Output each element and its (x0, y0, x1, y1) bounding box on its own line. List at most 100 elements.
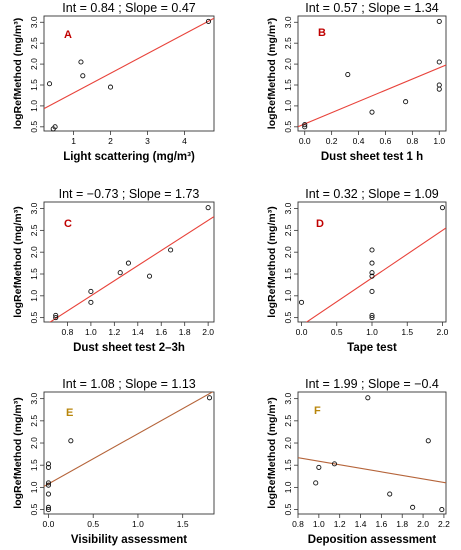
data-point (369, 288, 375, 295)
y-tick-label: 3.0 (283, 16, 293, 28)
plot-frame (43, 201, 215, 323)
data-point (78, 59, 84, 65)
data-point (436, 82, 442, 88)
y-tick-label: 3.0 (29, 392, 39, 404)
y-tick-label: 0.5 (29, 121, 39, 133)
data-point (45, 461, 52, 467)
data-point (53, 315, 59, 321)
x-tick-label: 1.5 (177, 519, 189, 529)
y-tick-label: 3.0 (29, 202, 39, 214)
panel-title: Int = 0.84 ; Slope = 0.47 (62, 1, 195, 15)
x-tick-label: 1.2 (334, 519, 346, 529)
data-point (345, 71, 351, 78)
x-tick-label: 1.0 (132, 519, 144, 529)
x-axis-label: Light scattering (mg/m³) (63, 151, 195, 163)
y-tick-label: 1.5 (29, 459, 39, 471)
data-point (168, 247, 174, 253)
panel-title: Int = 0.32 ; Slope = 1.09 (305, 187, 438, 201)
data-point (369, 312, 375, 319)
x-tick-label: 0.6 (380, 136, 392, 146)
data-point (439, 205, 446, 211)
panel-letter-label: E (66, 407, 73, 419)
plot-frame (297, 391, 447, 515)
y-tick-label: 2.0 (283, 246, 293, 258)
data-point (80, 73, 86, 79)
x-axis-label: Dust sheet test 1 h (321, 151, 423, 163)
y-tick-label: 1.5 (29, 79, 39, 91)
y-tick-label: 0.5 (29, 503, 39, 515)
x-tick-label: 1.4 (132, 327, 144, 337)
panel-c: Int = −0.73 ; Slope = 1.73 0.8 1.0 1.2 1.4 1.… (12, 187, 215, 354)
panel-title: Int = 0.57 ; Slope = 1.34 (305, 1, 438, 15)
x-tick-label: 4 (182, 136, 187, 146)
y-tick-label: 0.5 (283, 311, 293, 323)
data-point (302, 122, 308, 128)
data-point (387, 491, 393, 497)
data-point (313, 480, 319, 486)
panel-a: Int = 0.84 ; Slope = 0.47 1 2 3 4 0.5 1.0 1.5 2.… (12, 1, 215, 163)
y-tick-label: 2.0 (283, 58, 293, 70)
data-point (436, 18, 442, 24)
data-point (45, 504, 52, 510)
panel-b: Int = 0.57 ; Slope = 1.34 0.0 0.2 0.4 0.6 0.8… (266, 1, 447, 163)
y-tick-label: 1.0 (29, 290, 39, 302)
data-point (436, 86, 442, 92)
x-axis-label: Visibility assessment (71, 534, 187, 546)
data-point (302, 124, 308, 130)
panel-letter-label: B (318, 27, 326, 39)
data-point (369, 270, 375, 276)
data-point (410, 504, 416, 510)
y-tick-label: 2.5 (29, 224, 39, 236)
x-tick-label: 0.0 (43, 519, 55, 529)
y-tick-label: 1.5 (283, 79, 293, 91)
y-tick-label: 3.0 (283, 392, 293, 404)
plot-frame (297, 15, 447, 132)
plot-frame (43, 391, 215, 515)
y-tick-label: 2.0 (29, 58, 39, 70)
data-point (369, 247, 375, 253)
data-point (436, 59, 442, 65)
data-point (205, 18, 212, 24)
data-point (53, 312, 59, 319)
data-point (369, 260, 375, 266)
y-tick-label: 2.5 (283, 37, 293, 49)
x-tick-label: 0.2 (326, 136, 338, 146)
x-tick-label: 1.8 (179, 327, 191, 337)
regression-line (44, 392, 214, 487)
data-point (46, 81, 53, 87)
regression-line (298, 457, 446, 484)
y-axis-label: logRefMethod (mg/m³) (12, 206, 24, 317)
panel-letter-label: F (314, 405, 321, 417)
x-axis-label: Deposition assessment (308, 534, 437, 546)
x-tick-label: 0.8 (406, 136, 418, 146)
data-point (88, 288, 94, 295)
x-tick-label: 1.4 (355, 519, 367, 529)
y-axis-label: logRefMethod (mg/m³) (266, 206, 278, 317)
data-point (125, 260, 131, 266)
y-tick-label: 2.5 (283, 224, 293, 236)
x-tick-label: 2.0 (417, 519, 429, 529)
y-tick-label: 0.5 (29, 311, 39, 323)
x-tick-label: 2.2 (438, 519, 450, 529)
x-axis-label: Dust sheet test 2–3h (73, 342, 185, 354)
x-tick-label: 1 (71, 136, 76, 146)
x-tick-label: 0.8 (292, 519, 304, 529)
data-point (439, 507, 445, 513)
data-point (369, 109, 375, 115)
x-tick-label: 1.6 (155, 327, 167, 337)
y-axis-label: logRefMethod (mg/m³) (266, 397, 278, 508)
x-tick-label: 1.0 (85, 327, 97, 337)
x-tick-label: 1.0 (366, 327, 378, 337)
x-tick-label: 1.0 (313, 519, 325, 529)
y-tick-label: 2.5 (29, 415, 39, 427)
data-point (331, 461, 338, 467)
x-tick-label: 0.5 (87, 519, 99, 529)
y-axis-label: logRefMethod (mg/m³) (12, 397, 24, 508)
y-tick-label: 2.0 (29, 246, 39, 258)
panel-letter-label: A (64, 29, 72, 41)
y-tick-label: 2.0 (283, 437, 293, 449)
panel-d: Int = 0.32 ; Slope = 1.090.0 0.5 1.0 1.5 2.0… (266, 187, 449, 354)
data-point (205, 205, 211, 211)
x-tick-label: 1.0 (433, 136, 445, 146)
